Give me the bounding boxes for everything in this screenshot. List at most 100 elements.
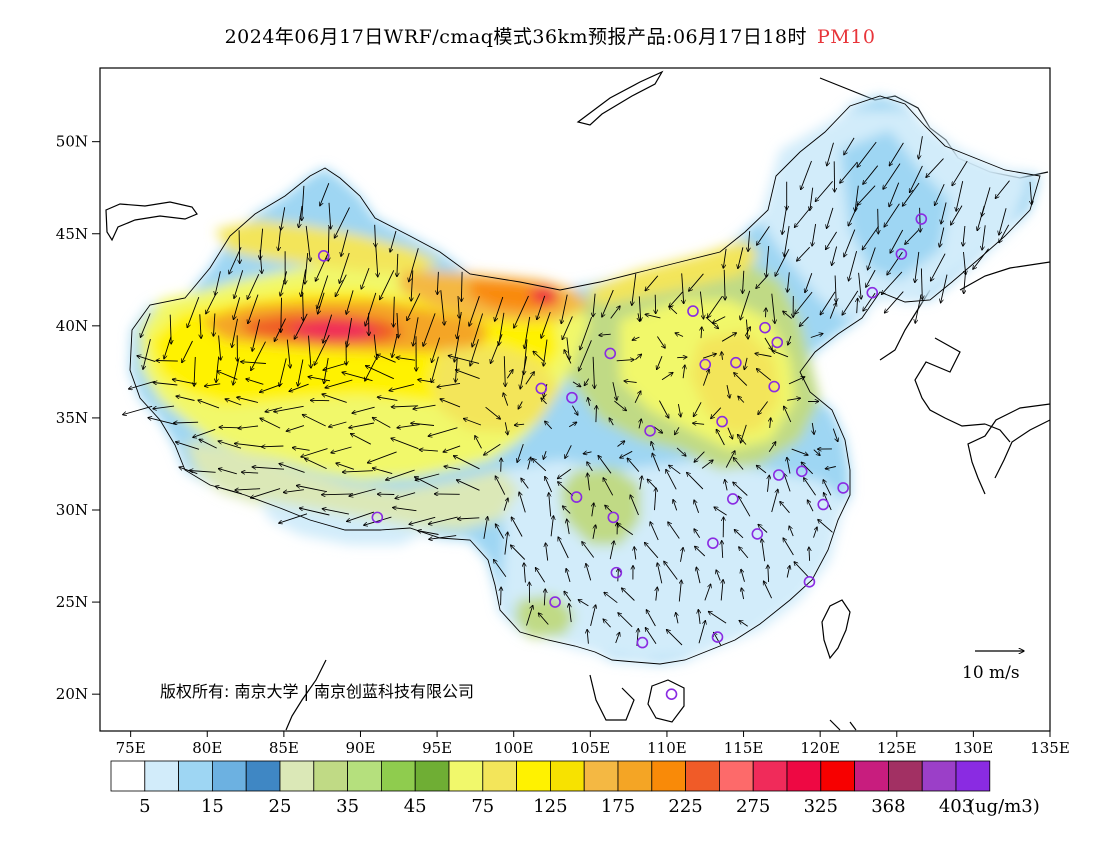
lat-tick-label: 50N: [56, 133, 88, 151]
wind-vector: [651, 442, 654, 451]
wind-vector: [840, 161, 858, 183]
wind-vector: [538, 613, 549, 625]
wind-vector: [418, 380, 435, 383]
wind-vector: [409, 248, 419, 282]
wind-vector: [791, 448, 808, 455]
wind-vector: [756, 274, 769, 288]
city-marker: [768, 380, 780, 393]
wind-vector: [437, 271, 438, 295]
wind-vector: [630, 495, 639, 516]
city-marker: [707, 537, 719, 549]
wind-vector: [764, 337, 772, 350]
wind-vector: [484, 443, 501, 455]
wind-vector: [618, 568, 619, 582]
wind-vector: [299, 508, 330, 516]
wind-vector: [939, 227, 945, 248]
wind-vector: [723, 248, 727, 268]
wind-vector: [827, 142, 834, 166]
wind-vector: [234, 270, 244, 298]
wind-vector: [569, 604, 572, 623]
wind-vector: [239, 230, 240, 263]
wind-vector: [609, 541, 614, 560]
wind-vector: [889, 142, 904, 166]
wind-vector: [657, 356, 663, 369]
wind-vector: [650, 522, 659, 541]
legend-swatch: [448, 760, 484, 792]
wind-vector: [739, 620, 748, 627]
wind-vector: [666, 630, 683, 646]
wind-vector: [755, 353, 772, 357]
legend-label: 15: [201, 796, 224, 817]
wind-vector: [495, 296, 504, 321]
legend-label: 368: [871, 796, 905, 817]
wind-vector: [832, 246, 838, 266]
wind-vector: [413, 404, 436, 409]
wind-vector: [780, 501, 790, 514]
wind-vector: [848, 203, 859, 226]
wind-vector: [666, 469, 677, 490]
city-marker: [644, 425, 656, 437]
wind-vector: [768, 475, 770, 492]
wind-vector: [592, 525, 596, 539]
wind-vector: [440, 399, 461, 408]
wind-vector: [176, 442, 200, 450]
wind-vector: [638, 313, 640, 321]
wind-vector: [339, 252, 350, 283]
wind-vector: [702, 354, 716, 359]
wind-vector: [716, 429, 725, 446]
city-marker: [549, 596, 561, 608]
wind-vector: [469, 296, 480, 326]
wind-vector: [617, 441, 625, 447]
wind-vector: [884, 203, 900, 227]
wind-vector: [193, 428, 216, 437]
wind-vector: [302, 415, 326, 427]
wind-vector: [787, 566, 790, 578]
wind-vector: [849, 250, 858, 281]
wind-vector: [521, 478, 529, 489]
wind-vector: [687, 472, 704, 490]
wind-vector: [501, 587, 502, 606]
lat-tick-label: 25N: [56, 593, 88, 611]
legend-swatch: [313, 760, 348, 792]
wind-vector: [364, 516, 392, 525]
wind-vector: [428, 427, 458, 437]
wind-vector: [380, 270, 395, 299]
pm10-legend: 5 15 25 35 45 75 125 175 225 275 325 368 403: [110, 760, 991, 817]
wind-vector: [725, 451, 735, 468]
wind-vector: [495, 524, 504, 539]
wind-vector: [318, 292, 325, 314]
wind-vector: [335, 274, 347, 297]
city-marker: [711, 631, 724, 643]
wind-vector: [712, 316, 726, 324]
wind-vector: [437, 382, 461, 387]
wind-vector: [423, 313, 436, 346]
wind-vector: [564, 350, 572, 364]
wind-vector: [677, 357, 687, 358]
wind-vector: [546, 543, 548, 561]
wind-vector: [283, 489, 304, 493]
wind-vector: [863, 165, 879, 185]
city-marker: [636, 636, 649, 649]
wind-vector: [675, 333, 684, 337]
wind-vector: [305, 225, 310, 262]
wind-vector: [216, 356, 220, 383]
wind-vector: [303, 291, 304, 321]
wind-vector: [805, 273, 813, 293]
wind-vector: [835, 275, 836, 303]
city-marker: [771, 336, 784, 349]
legend-label: 75: [471, 796, 494, 817]
wind-vector: [878, 208, 879, 234]
wind-vector: [526, 605, 533, 626]
wind-vector: [260, 383, 282, 392]
wind-vector: [361, 267, 370, 289]
wind-vector: [397, 312, 398, 338]
legend-label: 125: [533, 796, 567, 817]
wind-vector: [279, 513, 308, 523]
wind-vector: [514, 295, 529, 328]
wind-vector: [694, 451, 705, 463]
wind-vector: [952, 160, 968, 186]
wind-vector: [544, 589, 545, 606]
wind-vector: [495, 476, 506, 495]
wind-vector: [807, 500, 814, 512]
legend-unit: (ug/m3): [968, 796, 1040, 817]
